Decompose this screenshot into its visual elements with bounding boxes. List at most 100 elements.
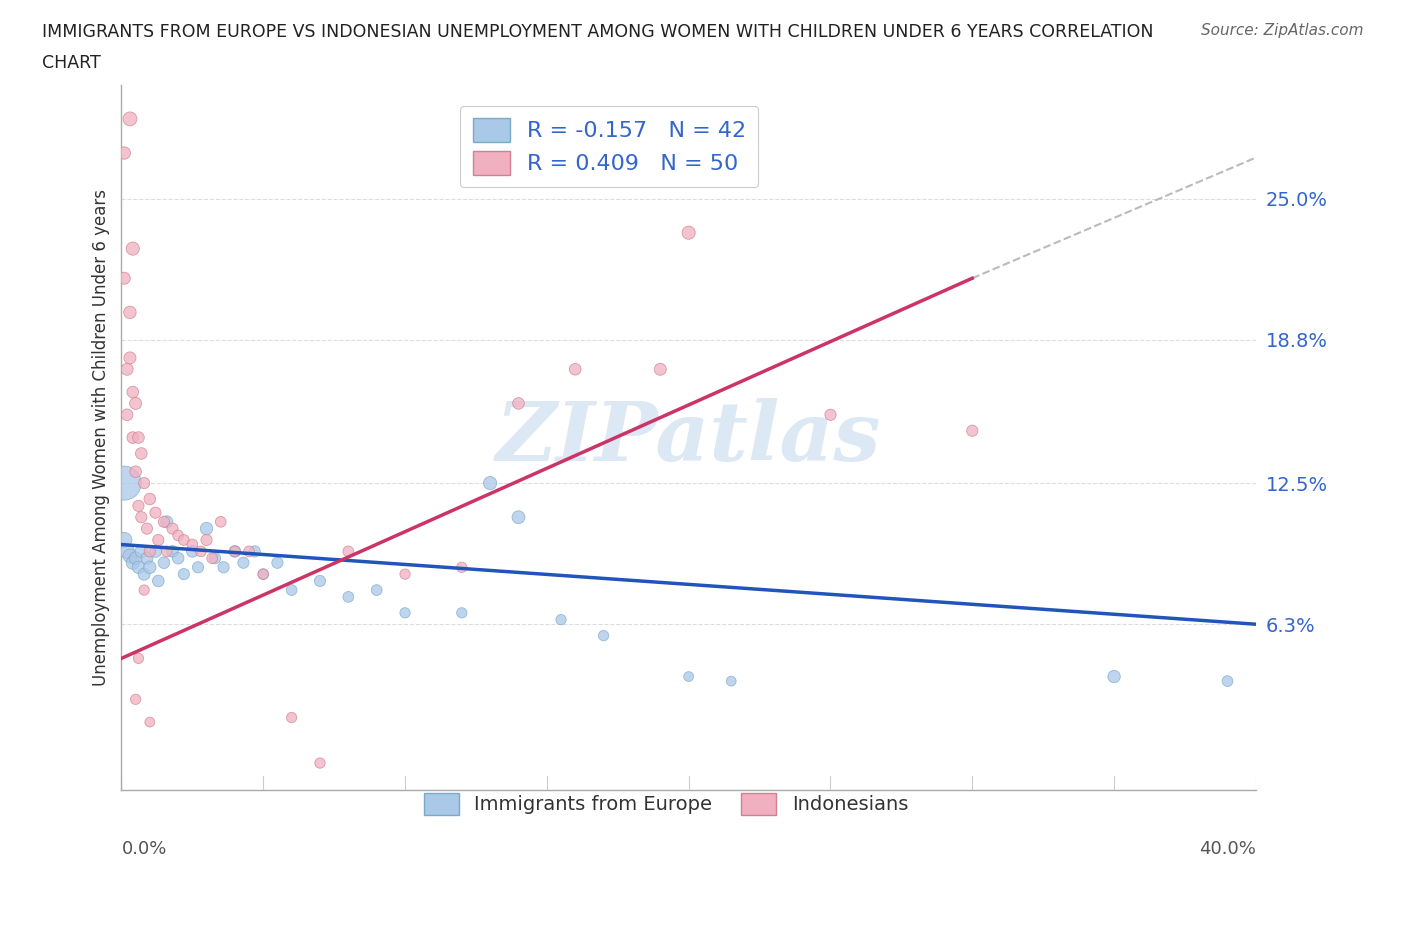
Point [139, 492, 162, 507]
Point [162, 544, 184, 559]
Text: ZIPatlas: ZIPatlas [496, 397, 882, 478]
Point [195, 533, 218, 548]
Point [145, 505, 167, 520]
Point [139, 560, 162, 575]
Point [266, 555, 288, 570]
Point [118, 549, 141, 564]
Point [124, 692, 146, 707]
Point [181, 544, 204, 559]
Point [280, 711, 302, 725]
Point [115, 544, 138, 559]
Point [720, 673, 742, 688]
Point [650, 362, 672, 377]
Text: CHART: CHART [42, 54, 101, 72]
Point [139, 544, 162, 559]
Point [394, 605, 416, 620]
Point [121, 555, 143, 570]
Point [118, 351, 141, 365]
Point [136, 521, 159, 536]
Point [121, 385, 143, 400]
Point [508, 510, 530, 525]
Point [115, 407, 138, 422]
Point [592, 628, 614, 643]
Point [112, 146, 135, 161]
Point [394, 566, 416, 581]
Point [127, 498, 149, 513]
Point [678, 669, 700, 684]
Point [127, 651, 149, 666]
Point [156, 544, 179, 559]
Point [508, 396, 530, 411]
Point [212, 560, 235, 575]
Text: 40.0%: 40.0% [1199, 841, 1256, 858]
Point [145, 544, 167, 559]
Point [564, 362, 586, 377]
Point [243, 544, 266, 559]
Point [1102, 669, 1125, 684]
Point [280, 582, 302, 597]
Point [337, 590, 360, 604]
Point [127, 560, 149, 575]
Point [153, 555, 176, 570]
Point [118, 112, 141, 126]
Point [121, 241, 143, 256]
Point [252, 566, 274, 581]
Point [337, 544, 360, 559]
Point [252, 566, 274, 581]
Y-axis label: Unemployment Among Women with Children Under 6 years: Unemployment Among Women with Children U… [93, 189, 110, 686]
Point [129, 544, 152, 559]
Point [124, 464, 146, 479]
Point [129, 446, 152, 461]
Point [238, 544, 260, 559]
Point [224, 544, 246, 559]
Point [167, 528, 190, 543]
Point [148, 533, 170, 548]
Point [167, 551, 190, 565]
Point [156, 514, 179, 529]
Point [134, 582, 156, 597]
Point [820, 407, 842, 422]
Point [450, 560, 472, 575]
Point [309, 756, 332, 771]
Point [190, 544, 212, 559]
Point [366, 582, 388, 597]
Point [124, 551, 146, 565]
Point [112, 271, 135, 286]
Point [134, 475, 156, 490]
Point [962, 423, 984, 438]
Point [224, 544, 246, 559]
Point [479, 475, 502, 490]
Point [112, 475, 135, 490]
Point [1216, 673, 1239, 688]
Text: 0.0%: 0.0% [121, 841, 167, 858]
Point [134, 566, 156, 581]
Point [153, 514, 176, 529]
Text: IMMIGRANTS FROM EUROPE VS INDONESIAN UNEMPLOYMENT AMONG WOMEN WITH CHILDREN UNDE: IMMIGRANTS FROM EUROPE VS INDONESIAN UNE… [42, 23, 1154, 41]
Legend: Immigrants from Europe, Indonesians: Immigrants from Europe, Indonesians [416, 785, 917, 823]
Point [678, 225, 700, 240]
Point [209, 514, 232, 529]
Point [204, 551, 226, 565]
Point [148, 574, 170, 589]
Point [118, 305, 141, 320]
Point [550, 612, 572, 627]
Point [195, 521, 218, 536]
Point [181, 538, 204, 552]
Point [187, 560, 209, 575]
Point [136, 551, 159, 565]
Text: Source: ZipAtlas.com: Source: ZipAtlas.com [1201, 23, 1364, 38]
Point [450, 605, 472, 620]
Point [173, 533, 195, 548]
Point [201, 551, 224, 565]
Point [232, 555, 254, 570]
Point [115, 362, 138, 377]
Point [121, 430, 143, 445]
Point [112, 533, 135, 548]
Point [162, 521, 184, 536]
Point [127, 430, 149, 445]
Point [129, 510, 152, 525]
Point [173, 566, 195, 581]
Point [309, 574, 332, 589]
Point [139, 714, 162, 729]
Point [124, 396, 146, 411]
